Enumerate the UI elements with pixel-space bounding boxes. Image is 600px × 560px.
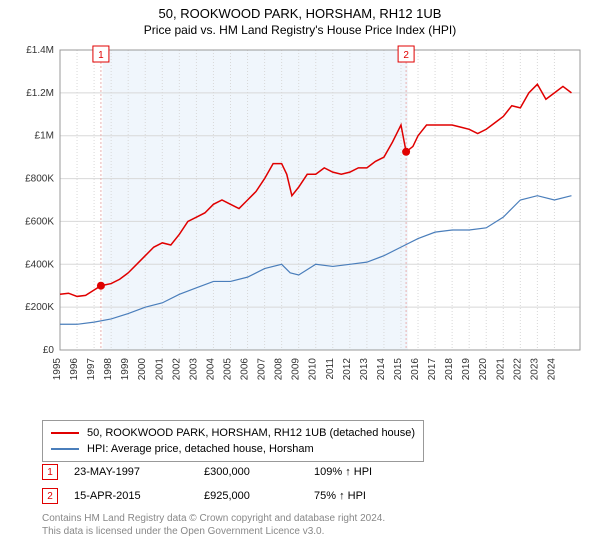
svg-text:2002: 2002 xyxy=(171,358,182,381)
svg-text:£400K: £400K xyxy=(25,259,54,270)
sale-row: 1 23-MAY-1997£300,000109% ↑ HPI xyxy=(42,460,434,484)
svg-text:2018: 2018 xyxy=(444,358,455,381)
license-text: Contains HM Land Registry data © Crown c… xyxy=(42,512,385,538)
sale-badge: 1 xyxy=(42,464,58,480)
svg-text:2004: 2004 xyxy=(205,358,216,381)
svg-text:2010: 2010 xyxy=(308,358,319,381)
svg-text:1999: 1999 xyxy=(120,358,131,381)
sale-price: £300,000 xyxy=(204,466,314,478)
svg-text:2017: 2017 xyxy=(427,358,438,381)
svg-text:2007: 2007 xyxy=(257,358,268,381)
license-line: This data is licensed under the Open Gov… xyxy=(42,525,385,538)
svg-text:£600K: £600K xyxy=(25,216,54,227)
svg-text:2014: 2014 xyxy=(376,358,387,381)
svg-text:2011: 2011 xyxy=(325,358,336,380)
svg-text:1: 1 xyxy=(98,50,104,61)
legend-label: 50, ROOKWOOD PARK, HORSHAM, RH12 1UB (de… xyxy=(87,427,415,439)
svg-text:2020: 2020 xyxy=(478,358,489,381)
svg-text:2005: 2005 xyxy=(222,358,233,381)
svg-text:1997: 1997 xyxy=(86,358,97,381)
legend-item: 50, ROOKWOOD PARK, HORSHAM, RH12 1UB (de… xyxy=(51,425,415,441)
svg-text:2006: 2006 xyxy=(240,358,251,381)
svg-text:£200K: £200K xyxy=(25,302,54,313)
svg-text:2013: 2013 xyxy=(359,358,370,381)
chart-container: 50, ROOKWOOD PARK, HORSHAM, RH12 1UB Pri… xyxy=(0,0,600,560)
svg-text:2009: 2009 xyxy=(291,358,302,381)
legend: 50, ROOKWOOD PARK, HORSHAM, RH12 1UB (de… xyxy=(42,420,424,462)
svg-text:2015: 2015 xyxy=(393,358,404,381)
svg-text:1995: 1995 xyxy=(52,358,63,381)
svg-text:2008: 2008 xyxy=(274,358,285,381)
svg-text:2023: 2023 xyxy=(529,358,540,381)
sale-pct: 109% ↑ HPI xyxy=(314,466,434,478)
chart-title: 50, ROOKWOOD PARK, HORSHAM, RH12 1UB xyxy=(0,6,600,21)
sale-date: 23-MAY-1997 xyxy=(74,466,204,478)
sale-pct: 75% ↑ HPI xyxy=(314,490,434,502)
chart-area: £0 £200K £400K £600K £800K £1M £1.2M £1.4M 1995 1… xyxy=(10,42,590,412)
svg-text:2003: 2003 xyxy=(188,358,199,381)
svg-text:2000: 2000 xyxy=(137,358,148,381)
svg-text:£1.4M: £1.4M xyxy=(26,45,54,56)
license-line: Contains HM Land Registry data © Crown c… xyxy=(42,512,385,525)
svg-text:2016: 2016 xyxy=(410,358,421,381)
chart-svg: £0 £200K £400K £600K £800K £1M £1.2M £1.4M 1995 1… xyxy=(10,42,590,412)
svg-text:£0: £0 xyxy=(43,345,55,356)
sale-price: £925,000 xyxy=(204,490,314,502)
svg-text:£1M: £1M xyxy=(35,131,54,142)
sale-date: 15-APR-2015 xyxy=(74,490,204,502)
svg-text:2024: 2024 xyxy=(546,358,557,381)
svg-text:2012: 2012 xyxy=(342,358,353,381)
svg-text:£1.2M: £1.2M xyxy=(26,88,54,99)
legend-label: HPI: Average price, detached house, Hors… xyxy=(87,443,314,455)
svg-text:2: 2 xyxy=(403,50,409,61)
svg-text:2021: 2021 xyxy=(495,358,506,381)
svg-text:£800K: £800K xyxy=(25,174,54,185)
sale-row: 2 15-APR-2015£925,00075% ↑ HPI xyxy=(42,484,434,508)
title-block: 50, ROOKWOOD PARK, HORSHAM, RH12 1UB Pri… xyxy=(0,0,600,37)
svg-text:1996: 1996 xyxy=(69,358,80,381)
svg-text:1998: 1998 xyxy=(103,358,114,381)
legend-swatch xyxy=(51,448,79,450)
legend-item: HPI: Average price, detached house, Hors… xyxy=(51,441,415,457)
svg-text:2001: 2001 xyxy=(154,358,165,381)
svg-text:2022: 2022 xyxy=(512,358,523,381)
svg-text:2019: 2019 xyxy=(461,358,472,381)
legend-swatch xyxy=(51,432,79,434)
chart-subtitle: Price paid vs. HM Land Registry's House … xyxy=(0,23,600,37)
sales-table: 1 23-MAY-1997£300,000109% ↑ HPI 2 15-APR-20… xyxy=(42,460,434,508)
sale-badge: 2 xyxy=(42,488,58,504)
